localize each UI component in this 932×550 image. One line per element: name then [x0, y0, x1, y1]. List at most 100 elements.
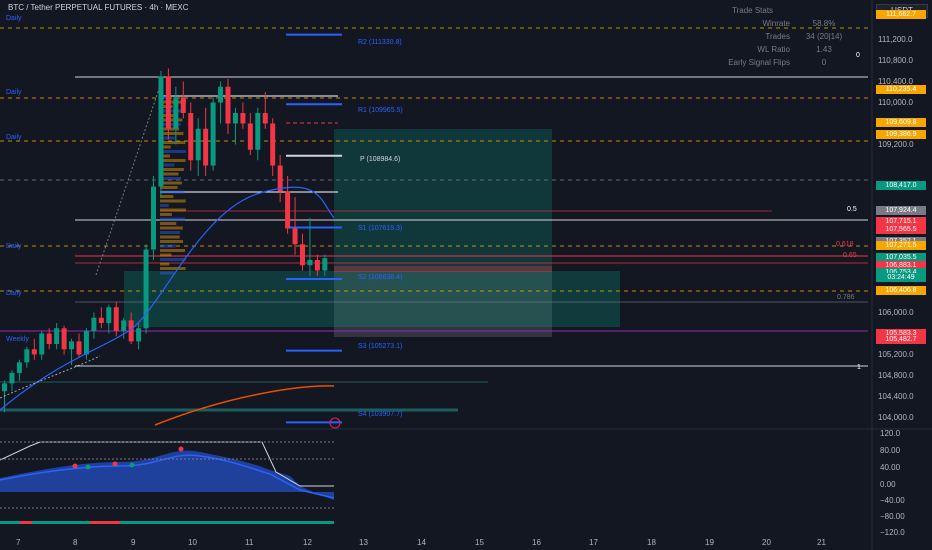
fib-label: 0.65 — [843, 252, 857, 260]
price-tag: 107,924.4 — [876, 206, 926, 216]
oscillator-line — [0, 454, 335, 499]
candle-body — [24, 349, 30, 363]
price-tag: 110,235.4 — [876, 85, 926, 95]
volume-profile-bar — [160, 96, 168, 99]
price-axis-tick: 111,200.0 — [878, 34, 913, 44]
candle-body — [113, 307, 119, 331]
volume-profile-bar — [160, 136, 176, 140]
price-axis-tick: 110,800.0 — [878, 55, 913, 65]
time-axis-tick: 14 — [417, 538, 426, 547]
timeframe-label: Daily — [6, 243, 22, 251]
volume-profile-bar — [160, 240, 184, 243]
candle-body — [31, 349, 37, 355]
trend-line — [95, 85, 161, 276]
volume-profile-bar — [160, 127, 180, 131]
stat-wl-ratio: WL Ratio 1.43 — [757, 45, 832, 54]
fib-label: 0.786 — [837, 293, 855, 301]
timeframe-label: Daily — [6, 14, 22, 22]
volume-profile-bar — [160, 145, 171, 149]
volume-profile-bar — [160, 258, 186, 261]
volume-profile-bar — [160, 132, 184, 135]
price-axis-tick: 109,200.0 — [878, 139, 914, 149]
volume-profile-bar — [160, 195, 174, 198]
price-axis-tick: 105,200.0 — [878, 349, 914, 359]
volume-profile-bar — [160, 118, 183, 122]
timeframe-label: Daily — [6, 89, 22, 97]
time-axis-tick: 15 — [475, 538, 484, 547]
candle-body — [210, 102, 216, 166]
oscillator-axis-tick: 120.0 — [880, 429, 901, 438]
price-axis-tick: 104,800.0 — [878, 370, 914, 380]
volume-profile-bar — [160, 109, 185, 113]
volume-profile-bar — [160, 100, 186, 104]
candle-body — [54, 328, 60, 344]
price-axis-tick: 110,400.0 — [878, 76, 913, 86]
time-axis-tick: 21 — [817, 538, 826, 547]
candle-body — [165, 76, 171, 129]
candle-body — [232, 113, 238, 124]
volume-profile-bar — [160, 271, 174, 275]
candle-body — [2, 383, 7, 392]
candle-body — [173, 97, 179, 129]
pivot-label: S1 (107619.3) — [358, 225, 403, 232]
fib-label: 0 — [856, 52, 860, 60]
oscillator-axis-tick: −120.0 — [880, 528, 905, 537]
time-axis-tick: 8 — [73, 538, 78, 547]
time-axis-tick: 11 — [245, 538, 254, 547]
stat-trades: Trades 34 (20|14) — [765, 32, 843, 41]
volume-profile-bar — [160, 222, 177, 225]
candle-body — [247, 123, 253, 150]
fib-label: 0.618 — [836, 241, 854, 249]
pivot-label: R1 (109965.5) — [358, 107, 403, 114]
candle-body — [292, 228, 298, 245]
stat-winrate: Winrate 58.8% — [762, 19, 836, 28]
pivot-label: S4 (103907.7) — [358, 411, 403, 418]
pivot-label: R2 (111330.8) — [358, 39, 402, 46]
volume-profile-bar — [160, 181, 182, 185]
oscillator-dot — [129, 462, 135, 468]
candle-body — [46, 333, 52, 344]
volume-profile-bar — [160, 159, 186, 162]
candle-body — [83, 330, 89, 355]
time-axis-tick: 16 — [532, 538, 541, 547]
time-axis-tick: 10 — [188, 538, 197, 547]
candle-body — [16, 362, 22, 373]
volume-profile-bar — [160, 141, 186, 144]
candle-body — [270, 123, 276, 166]
volume-profile-bar — [160, 217, 185, 221]
candle-body — [76, 341, 82, 355]
oscillator-trend-bar — [90, 521, 120, 524]
volume-profile-bar — [160, 154, 170, 158]
volume-profile-bar — [160, 244, 176, 248]
candle-body — [307, 260, 313, 266]
fib-label: 1 — [857, 363, 861, 371]
volume-profile-bar — [160, 208, 186, 212]
candle-body — [9, 372, 15, 384]
price-tag: 109,609.8 — [876, 117, 926, 127]
time-axis-tick: 13 — [359, 538, 368, 547]
oscillator-axis-tick: 40.00 — [880, 463, 901, 472]
fib-label: 0.5 — [847, 205, 857, 213]
oscillator-axis-tick: −80.00 — [880, 512, 905, 521]
volume-profile-bar — [160, 150, 186, 153]
candle-body — [262, 113, 268, 124]
take-profit-zone — [334, 129, 552, 271]
price-axis-tick: 104,400.0 — [878, 391, 914, 401]
volume-profile-bar — [160, 213, 172, 216]
volume-profile-bar — [160, 235, 180, 239]
time-axis-tick: 9 — [131, 538, 136, 547]
oscillator-area — [0, 450, 334, 500]
volume-profile-bar — [160, 163, 175, 167]
trend-line — [0, 355, 101, 399]
candle-body — [98, 317, 104, 323]
volume-profile-bar — [160, 253, 172, 257]
volume-profile-bar — [160, 204, 169, 207]
volume-profile-bar — [160, 172, 179, 176]
time-axis-tick: 7 — [16, 538, 21, 547]
candle-body — [143, 249, 149, 329]
candle-body — [121, 320, 127, 331]
oscillator-dot — [72, 463, 78, 469]
candle-body — [255, 113, 261, 150]
price-tag: 105,482.7 — [876, 334, 926, 344]
